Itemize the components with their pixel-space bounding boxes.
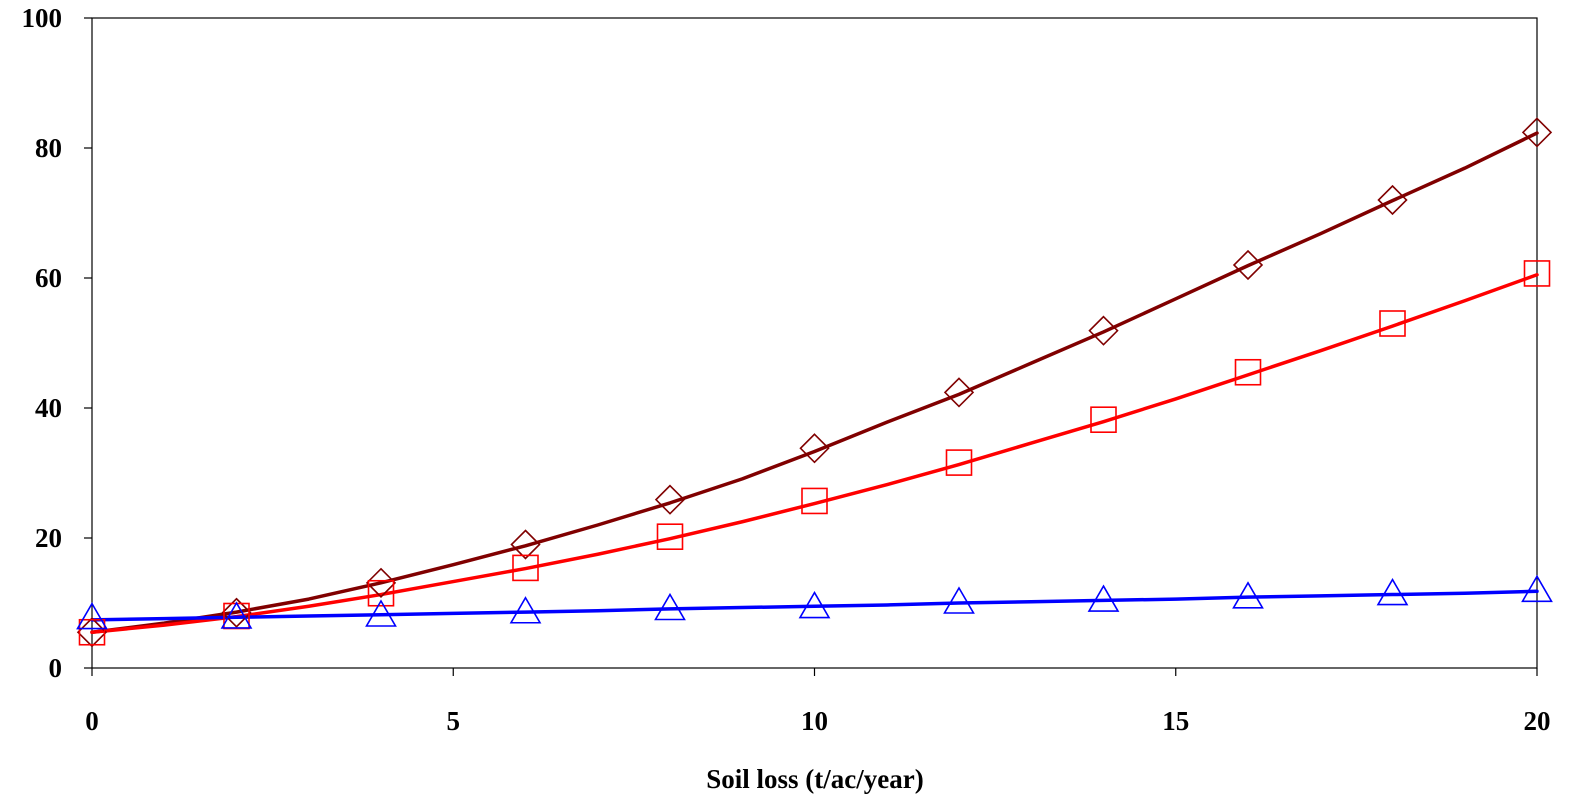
series-3-triangle-point [798,590,831,619]
axis-tick-labels: 0 20 40 60 80 100 0 5 10 15 20 [22,3,1551,736]
y-tick-label: 20 [35,523,62,553]
series-3-triangle-point [1087,584,1120,612]
series-1-diamond-point [1377,184,1408,216]
series-3-triangle-point [943,586,975,614]
series-2-square-point [78,618,106,646]
series-1-diamond-point [654,484,686,515]
series-1-diamond-point [1521,117,1553,148]
series-2-line [90,273,1539,634]
series-1-diamond-point [221,597,252,628]
series-1-diamond-point [943,377,975,408]
series-1-diamond-point [365,567,397,598]
series-2-square-point [512,554,539,582]
series-lines [90,131,1539,634]
series-2-square-point [367,579,395,607]
x-tick-label: 0 [85,706,99,736]
series-1-diamond-point [1088,315,1119,346]
series-3-triangle-point [509,596,542,624]
series-3-triangle-point [76,602,108,630]
series-1-diamond-point [76,617,108,648]
series-1-line [90,131,1539,634]
series-1-diamond-point [799,433,830,464]
x-tick-label: 20 [1524,706,1551,736]
series-2-square-point [656,523,684,551]
series-3-triangle-point [654,592,686,621]
series-3-triangle-point [1521,574,1553,603]
axis-ticks [84,17,1538,676]
series-2-square-point [801,487,828,515]
series-3-triangle-point [1376,577,1409,606]
series-2-square-point [1090,406,1117,434]
y-tick-label: 0 [49,653,63,683]
y-tick-label: 100 [22,3,63,33]
plot-frame [91,17,1538,669]
x-axis-title: Soil loss (t/ac/year) [706,764,923,794]
y-tick-label: 40 [35,393,62,423]
x-tick-label: 10 [801,706,828,736]
series-1-diamond-point [1232,249,1264,281]
series-2-square-point [1234,358,1262,386]
series-3-triangle-point [220,601,253,629]
series-2-square-point [1523,260,1551,287]
y-tick-label: 60 [35,263,62,293]
x-tick-label: 5 [447,706,461,736]
series-3-line [90,589,1539,622]
series-2-square-point [945,449,973,476]
series-3-triangle-point [1232,581,1264,609]
series-3-triangle-point [365,599,397,627]
x-tick-label: 15 [1162,706,1189,736]
y-tick-label: 80 [35,133,62,163]
plot-border [91,17,1538,669]
series-2-square-point [1379,310,1406,337]
series-markers [76,117,1553,648]
series-1-diamond-point [510,529,541,560]
